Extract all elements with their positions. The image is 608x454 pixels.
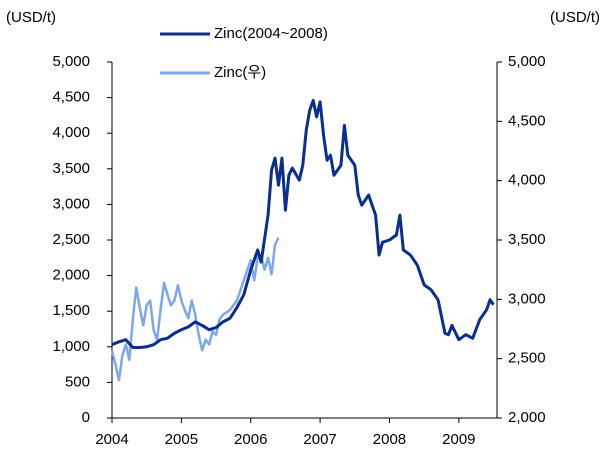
y-tick-label: 4,000 (52, 124, 90, 141)
x-tick-label: 2008 (373, 431, 406, 448)
x-tick-label: 2005 (165, 431, 198, 448)
y-tick-label: 2,000 (52, 267, 90, 284)
y2-axis-label: (USD/t) (550, 9, 600, 26)
y-axis-label: (USD/t) (6, 9, 56, 26)
y-tick-label: 4,500 (52, 89, 90, 106)
y2-tick-label: 3,000 (508, 290, 546, 307)
y-tick-label: 2,500 (52, 231, 90, 248)
y2-tick-label: 3,500 (508, 231, 546, 248)
y-tick-label: 1,000 (52, 338, 90, 355)
y-tick-label: 5,000 (52, 53, 90, 70)
legend-label: Zinc(우) (214, 64, 266, 81)
x-tick-label: 2009 (442, 431, 475, 448)
y2-tick-label: 5,000 (508, 53, 546, 70)
y-tick-label: 0 (82, 409, 90, 426)
y-tick-label: 3,500 (52, 160, 90, 177)
series-line (110, 237, 280, 382)
y2-tick-label: 2,000 (508, 409, 546, 426)
y2-tick-label: 4,000 (508, 172, 546, 189)
series-line (111, 98, 495, 350)
y-tick-label: 1,500 (52, 302, 90, 319)
y-tick-label: 3,000 (52, 195, 90, 212)
x-tick-label: 2007 (303, 431, 336, 448)
y-tick-label: 500 (65, 373, 90, 390)
y2-tick-label: 2,500 (508, 350, 546, 367)
y2-tick-label: 4,500 (508, 112, 546, 129)
x-tick-label: 2006 (234, 431, 267, 448)
legend-label: Zinc(2004~2008) (214, 25, 328, 42)
x-tick-label: 2004 (95, 431, 128, 448)
